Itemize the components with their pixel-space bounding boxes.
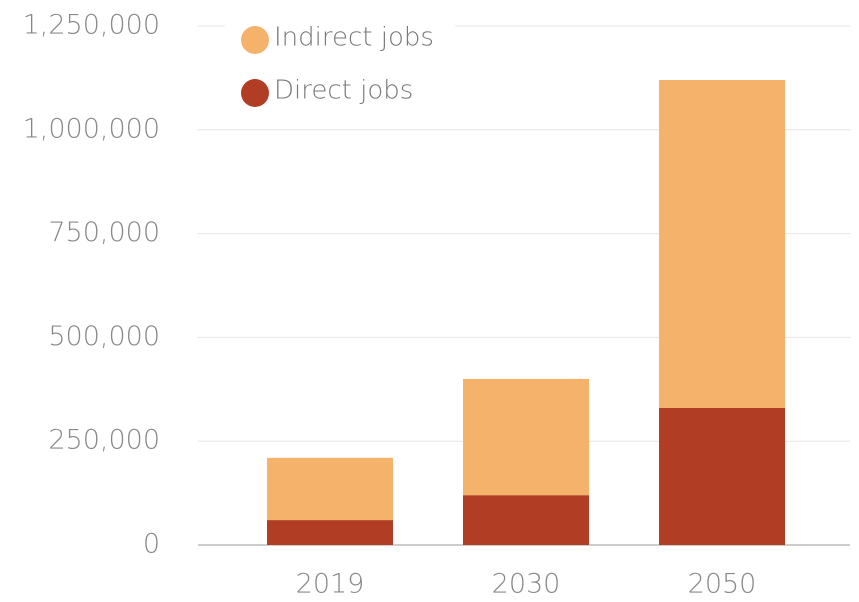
x-tick-label: 2030: [492, 569, 561, 600]
legend-swatch: [241, 26, 269, 54]
bar-segment: [267, 520, 393, 545]
y-tick-label: 500,000: [48, 321, 160, 352]
bar-segment: [659, 407, 785, 545]
legend-label: Direct jobs: [274, 76, 413, 106]
y-tick-label: 250,000: [48, 425, 160, 456]
bar-segment: [463, 378, 589, 496]
legend-swatch: [241, 79, 269, 107]
bar-segment: [267, 457, 393, 521]
legend: Direct jobs Indirect jobs: [225, 8, 455, 118]
legend-label: Indirect jobs: [274, 23, 434, 53]
bar-segment: [659, 79, 785, 408]
x-tick-label: 2019: [296, 569, 365, 600]
bar-segment: [463, 495, 589, 545]
y-tick-label: 1,250,000: [23, 10, 160, 41]
y-tick-label: 1,000,000: [23, 113, 160, 144]
y-tick-label: 0: [143, 529, 160, 560]
y-tick-label: 750,000: [48, 217, 160, 248]
x-tick-label: 2050: [688, 569, 757, 600]
